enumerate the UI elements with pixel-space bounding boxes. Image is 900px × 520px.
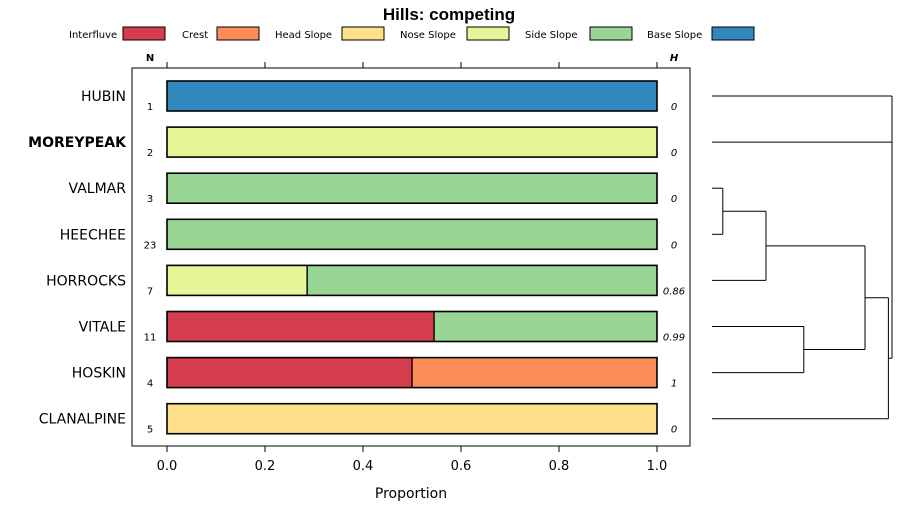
h-value-hubin: 0: [671, 102, 677, 113]
chart-title: Hills: competing: [383, 5, 515, 24]
legend-swatch-3: [466, 26, 510, 41]
legend-swatch-5: [711, 26, 755, 41]
bar-segment-vitale-4: [434, 311, 657, 342]
h-column-header: H: [670, 53, 679, 64]
h-value-vitale: 0.99: [663, 333, 685, 344]
n-value-horrocks: 7: [147, 286, 153, 297]
legend-label-1: Crest: [182, 30, 208, 41]
x-axis: 0.0 0.2 0.4 0.6 0.8 1.0: [157, 62, 668, 474]
n-value-hoskin: 4: [147, 379, 153, 390]
row-label-heechee: HEECHEE: [60, 227, 126, 243]
bar-segment-vitale-0: [167, 311, 435, 342]
n-value-valmar: 3: [147, 194, 153, 205]
bar-outline-clanalpine: [166, 402, 658, 435]
bar-segment-heechee-4: [167, 219, 657, 250]
bar-outline-heechee: [166, 218, 658, 251]
row-label-valmar: VALMAR: [69, 181, 127, 197]
legend-label-3: Nose Slope: [400, 30, 456, 41]
n-value-moreypeak: 2: [147, 148, 153, 159]
row-label-horrocks: HORROCKS: [46, 273, 126, 289]
legend-label-4: Side Slope: [525, 30, 578, 41]
x-tick-label-3: 0.6: [451, 459, 472, 474]
bar-segment-clanalpine-2: [167, 403, 657, 434]
legend-label-0: Interfluve: [69, 30, 117, 41]
n-value-vitale: 11: [144, 333, 157, 344]
x-tick-label-5: 1.0: [647, 459, 668, 474]
legend-swatch-0: [122, 26, 166, 41]
row-label-hubin: HUBIN: [81, 89, 126, 105]
bar-outline-vitale: [166, 310, 658, 343]
h-value-clanalpine: 0: [671, 425, 677, 436]
row-label-moreypeak: MOREYPEAK: [28, 135, 127, 151]
h-value-hoskin: 1: [671, 379, 677, 390]
legend-swatch-1: [216, 26, 260, 41]
h-value-horrocks: 0.86: [663, 286, 685, 297]
legend-swatch-2: [341, 26, 385, 41]
row-labels: HUBIN 1 0 MOREYPEAK 2 0 VALMAR 3 0 HEECHEE 23 0 HORR…: [28, 89, 685, 436]
row-label-hoskin: HOSKIN: [72, 366, 126, 382]
n-value-heechee: 23: [144, 240, 157, 251]
n-column-header: N: [146, 53, 154, 64]
x-tick-label-0: 0.0: [157, 459, 178, 474]
h-value-moreypeak: 0: [671, 148, 677, 159]
plot-frame: [131, 67, 691, 447]
n-value-hubin: 1: [147, 102, 153, 113]
h-value-valmar: 0: [671, 194, 677, 205]
h-value-heechee: 0: [671, 240, 677, 251]
bar-outline-moreypeak: [166, 126, 658, 158]
bar-segment-hoskin-0: [167, 357, 412, 388]
bar-segment-valmar-4: [167, 173, 657, 204]
legend: Interfluve Crest Head Slope Nose Slope Side …: [69, 26, 755, 41]
legend-swatch-4: [589, 26, 633, 41]
bar-segment-hubin-5: [167, 81, 657, 111]
legend-label-2: Head Slope: [275, 30, 332, 41]
n-value-clanalpine: 5: [147, 425, 153, 436]
bar-outline-valmar: [166, 172, 658, 204]
bar-segment-hoskin-1: [412, 357, 657, 388]
row-label-clanalpine: CLANALPINE: [39, 412, 126, 428]
bar-segment-horrocks-3: [167, 265, 308, 296]
row-label-vitale: VITALE: [79, 320, 126, 336]
bar-outline-hubin: [166, 80, 658, 112]
x-tick-label-2: 0.4: [353, 459, 374, 474]
dendrogram: [712, 95, 893, 420]
bars: [166, 80, 658, 435]
legend-label-5: Base Slope: [647, 30, 702, 41]
bar-segment-moreypeak-3: [167, 127, 657, 158]
x-tick-label-1: 0.2: [255, 459, 276, 474]
bar-outline-horrocks: [166, 264, 658, 297]
x-tick-label-4: 0.8: [549, 459, 570, 474]
x-axis-label: Proportion: [375, 486, 447, 502]
bar-segment-horrocks-4: [307, 265, 657, 296]
